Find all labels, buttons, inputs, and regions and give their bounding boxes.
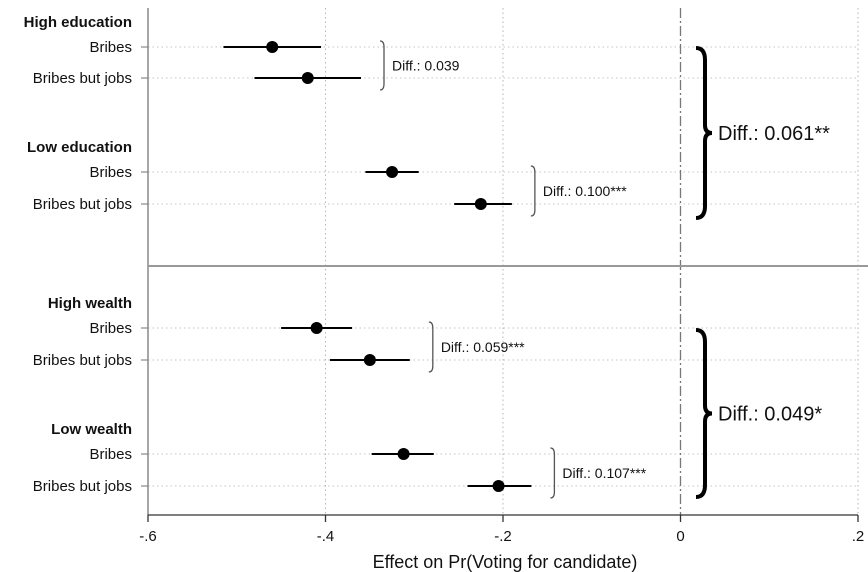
group-diff-bracket bbox=[428, 321, 434, 373]
group-diff-label: Diff.: 0.039 bbox=[392, 58, 460, 74]
point-estimate bbox=[492, 480, 505, 492]
label-layer: -.6 -.4 -.2 0 .2 High education Bribes Bribes b… bbox=[24, 14, 865, 545]
x-tick-label: -.6 bbox=[139, 528, 157, 545]
group-label: High education bbox=[24, 14, 132, 31]
group-diff-bracket bbox=[379, 40, 385, 91]
row-label: Bribes but jobs bbox=[33, 478, 132, 495]
point-estimate bbox=[310, 322, 323, 334]
panel-diff-brace bbox=[695, 328, 713, 499]
group-label: Low education bbox=[27, 139, 132, 156]
group-diff-label: Diff.: 0.107*** bbox=[562, 465, 646, 481]
x-tick-label: -.2 bbox=[494, 528, 512, 545]
row-label: Bribes but jobs bbox=[33, 352, 132, 369]
point-estimate bbox=[397, 448, 410, 460]
x-axis-label: Effect on Pr(Voting for candidate) bbox=[373, 552, 638, 572]
group-diff-bracket bbox=[550, 447, 556, 499]
grid-layer bbox=[147, 8, 859, 515]
group-diff-bracket bbox=[530, 165, 536, 217]
group-label: High wealth bbox=[48, 295, 132, 312]
point-estimate bbox=[386, 166, 399, 178]
point-estimate bbox=[301, 72, 314, 84]
x-tick-label: -.4 bbox=[317, 528, 335, 545]
row-label: Bribes but jobs bbox=[33, 70, 132, 87]
panel-diff-label: Diff.: 0.061** bbox=[718, 123, 830, 145]
x-tick-label: 0 bbox=[676, 528, 684, 545]
row-label: Bribes bbox=[89, 39, 132, 56]
marks-layer bbox=[223, 40, 713, 499]
point-estimate bbox=[363, 354, 376, 366]
point-estimate bbox=[474, 198, 487, 210]
panel-diff-label: Diff.: 0.049* bbox=[718, 404, 822, 426]
group-label: Low wealth bbox=[51, 421, 132, 438]
row-label: Bribes bbox=[89, 164, 132, 181]
row-label: Bribes but jobs bbox=[33, 196, 132, 213]
panel-diff-brace bbox=[695, 46, 713, 220]
row-label: Bribes bbox=[89, 320, 132, 337]
point-estimate bbox=[266, 41, 279, 53]
group-diff-label: Diff.: 0.100*** bbox=[543, 183, 627, 199]
x-tick-label: .2 bbox=[852, 528, 865, 545]
group-diff-label: Diff.: 0.059*** bbox=[441, 339, 525, 355]
frame-layer bbox=[141, 8, 868, 522]
row-label: Bribes bbox=[89, 446, 132, 463]
